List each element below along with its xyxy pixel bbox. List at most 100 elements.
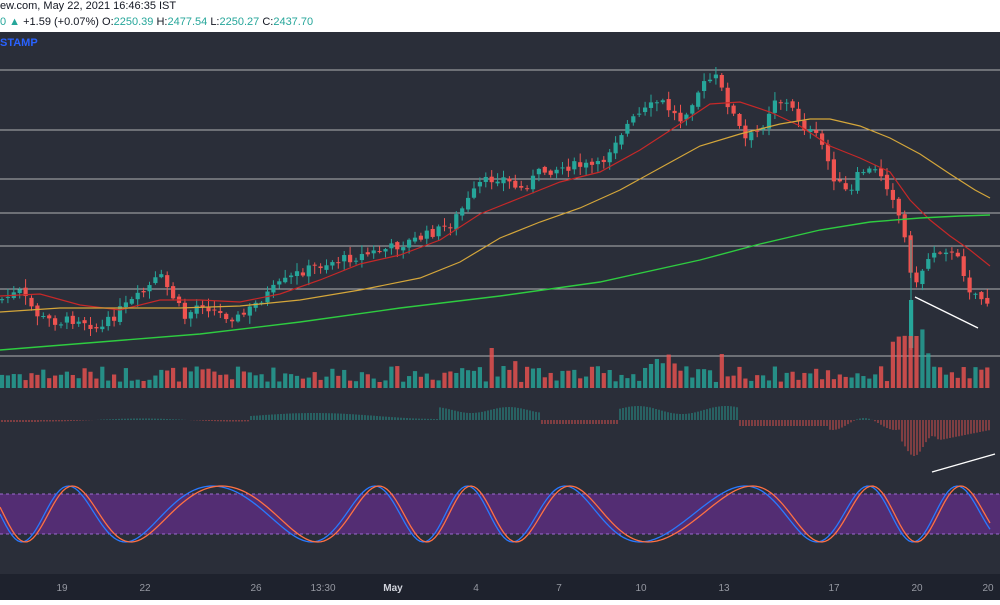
candle-body <box>719 75 724 88</box>
candle-body <box>648 102 654 108</box>
stoch-k-line <box>0 485 991 543</box>
volume-bar <box>112 374 117 388</box>
candle-body <box>123 302 128 308</box>
volume-bar <box>719 354 724 388</box>
candle-body <box>802 120 807 131</box>
volume-bar <box>672 363 677 388</box>
candle-body <box>70 315 75 324</box>
volume-bar <box>814 368 819 388</box>
volume-bar <box>460 368 465 388</box>
candle-body <box>625 123 630 134</box>
volume-bar <box>578 378 583 388</box>
volume-bar <box>389 366 394 388</box>
volume-bar <box>188 371 193 388</box>
volume-bar <box>182 367 187 388</box>
x-tick-label: 26 <box>250 583 262 594</box>
candle-body <box>967 277 972 293</box>
candle-body <box>713 74 718 79</box>
volume-bar <box>330 368 335 388</box>
volume-bar <box>955 377 960 388</box>
volume-bar <box>483 381 488 388</box>
candle-body <box>147 285 152 292</box>
volume-bar <box>808 373 813 388</box>
volume-bar <box>147 379 152 388</box>
price-change: +1.59 (+0.07%) <box>23 16 99 28</box>
candle-body <box>424 230 429 239</box>
volume-bar <box>613 381 618 388</box>
candle-body <box>300 272 305 276</box>
volume-bar <box>271 367 276 388</box>
volume-bar <box>530 368 536 388</box>
candle-body <box>76 321 81 324</box>
x-tick-label: 13 <box>718 583 730 594</box>
volume-bar <box>678 370 683 388</box>
volume-bar <box>631 374 636 388</box>
x-tick-label: 10 <box>635 583 647 594</box>
candle-body <box>873 169 878 171</box>
spike-candle-body <box>909 300 914 348</box>
volume-bar <box>507 369 512 388</box>
candle-body <box>324 265 329 270</box>
open-label: O: <box>102 16 114 28</box>
candle-body <box>294 271 300 276</box>
candle-body <box>725 87 730 108</box>
candle-body <box>47 315 52 319</box>
candle-body <box>430 228 435 237</box>
volume-bar <box>914 336 919 388</box>
candle-body <box>365 252 370 255</box>
x-tick-label: 17 <box>828 583 840 594</box>
candle-body <box>973 293 978 295</box>
candle-body <box>418 235 423 240</box>
candle-body <box>395 242 400 250</box>
candle-body <box>631 116 636 123</box>
candle-body <box>342 255 347 262</box>
volume-bar <box>943 374 949 388</box>
time-axis[interactable]: 19 22 26 13:30 May 4 7 10 13 17 20 20 <box>0 574 1000 600</box>
candle-body <box>383 249 388 252</box>
candle-body <box>283 277 288 283</box>
candle-body <box>619 135 624 145</box>
candle-body <box>448 227 453 229</box>
candle-body <box>0 299 5 301</box>
candle-body <box>466 197 471 210</box>
volume-bar <box>938 367 943 388</box>
volume-bar <box>884 381 890 388</box>
volume-bar <box>47 378 52 388</box>
candle-body <box>749 132 754 141</box>
candle-body <box>672 110 677 114</box>
volume-bar <box>23 380 28 388</box>
candle-body <box>489 176 494 183</box>
volume-bar <box>58 374 64 388</box>
candle-body <box>979 292 984 300</box>
candlestick-series <box>0 66 990 350</box>
volume-bar <box>548 372 553 388</box>
volume-series <box>0 329 990 388</box>
volume-bar <box>212 371 217 388</box>
candle-body <box>165 275 170 288</box>
volume-bar <box>11 374 16 388</box>
candle-body <box>766 113 772 129</box>
volume-bar <box>88 371 93 388</box>
volume-bar <box>100 366 105 388</box>
candle-body <box>837 179 842 182</box>
candle-body <box>206 307 211 312</box>
volume-bar <box>200 369 205 388</box>
candle-body <box>141 291 146 293</box>
volume-bar <box>867 378 872 388</box>
volume-bar <box>253 375 258 388</box>
volume-bar <box>106 380 111 388</box>
volume-bar <box>342 369 347 388</box>
volume-bar <box>247 372 252 388</box>
volume-bar <box>153 375 158 388</box>
volume-bar <box>159 369 164 388</box>
volume-bar <box>471 370 477 388</box>
volume-bar <box>365 374 370 388</box>
volume-bar <box>772 366 777 388</box>
volume-bar <box>230 379 235 388</box>
chart-panel[interactable] <box>0 32 1000 574</box>
volume-bar <box>259 374 264 388</box>
volume-bar <box>542 377 547 388</box>
candle-body <box>525 188 530 190</box>
chart-canvas[interactable] <box>0 32 1000 574</box>
candle-body <box>755 130 760 132</box>
